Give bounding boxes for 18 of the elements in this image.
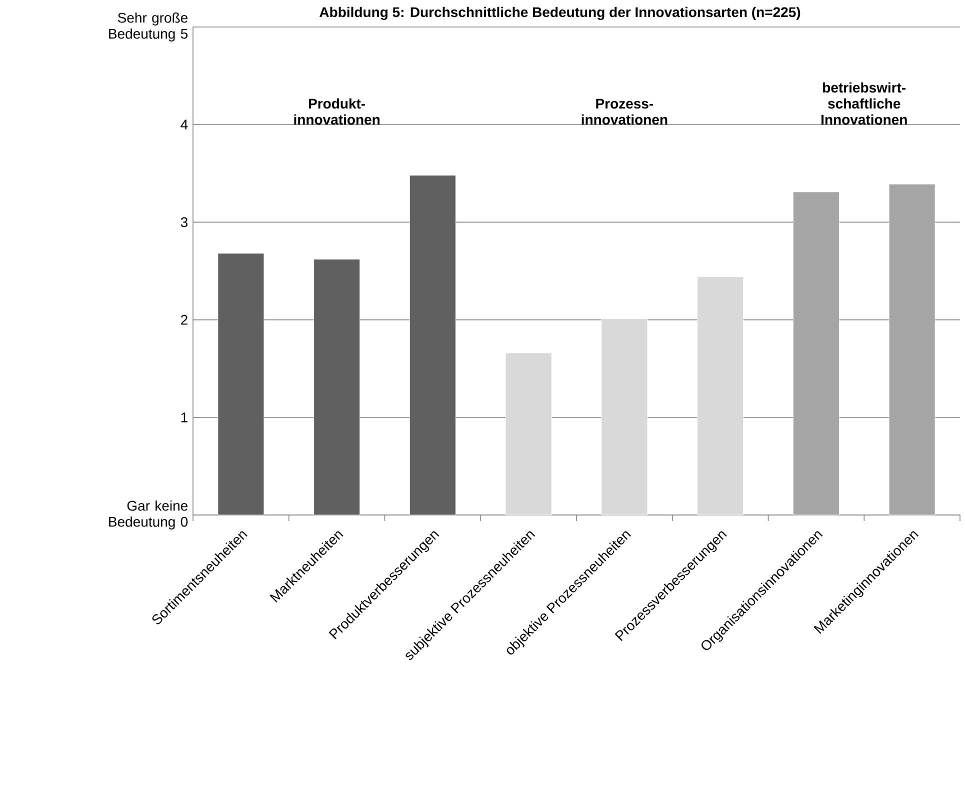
bar — [601, 318, 648, 516]
annotation: Prozess-innovationen — [582, 98, 668, 125]
y-tick-label: 4 — [180, 120, 188, 130]
y-tick-label: 2 — [181, 314, 188, 325]
annotation: betriebswirt-schaftliche Innovationen — [822, 82, 907, 125]
bar — [314, 259, 360, 516]
annotation: Produkt-innovationen — [294, 98, 380, 125]
bar — [409, 175, 456, 516]
bar — [505, 352, 552, 516]
bar — [888, 184, 936, 516]
y-tick-label: 1 — [181, 412, 188, 422]
bar — [792, 192, 840, 516]
bar — [697, 276, 744, 516]
y-tick-label: Sehr große Bedeutung 5 — [109, 12, 188, 42]
chart-title: Abbildung 5: Durchschnittliche Bedeutung der Innovationsarten (n=225) — [320, 6, 800, 20]
bar — [218, 253, 264, 516]
y-tick-label: Gar keine Bedeutung 0 — [109, 500, 188, 530]
y-tick-label: 3 — [180, 217, 188, 228]
